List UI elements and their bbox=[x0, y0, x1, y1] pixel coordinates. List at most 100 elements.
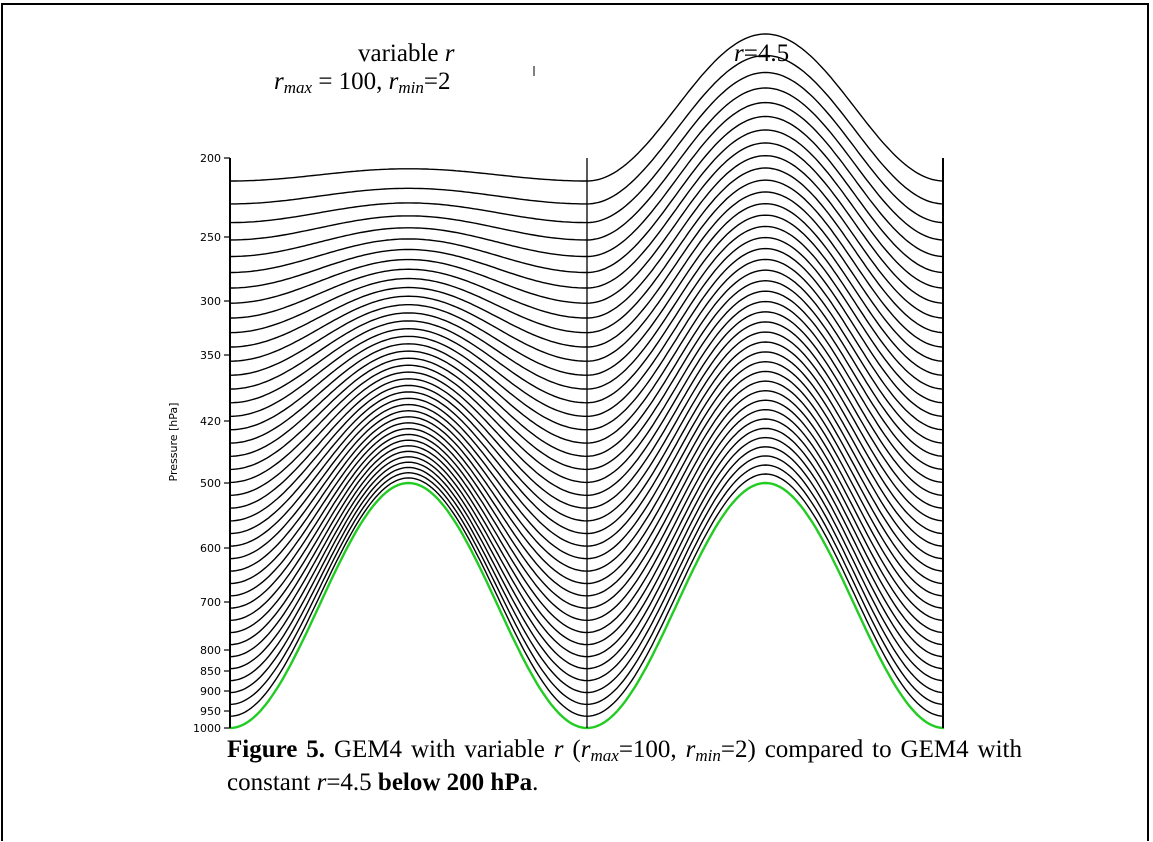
level-line-right bbox=[586, 351, 945, 560]
level-line-left bbox=[229, 364, 588, 484]
level-line-right bbox=[586, 341, 945, 547]
level-line-left bbox=[229, 461, 588, 682]
level-line-left bbox=[229, 371, 588, 496]
level-line-left bbox=[230, 327, 587, 417]
level-line-right bbox=[586, 71, 945, 224]
level-line-right bbox=[586, 236, 945, 417]
level-line-left bbox=[229, 384, 588, 522]
level-line-right bbox=[586, 370, 945, 585]
level-line-right bbox=[586, 321, 945, 522]
level-line-right bbox=[586, 101, 945, 258]
level-line-left bbox=[230, 268, 587, 319]
left-panel-title: variable r bbox=[358, 40, 455, 67]
level-line-left bbox=[229, 416, 588, 585]
level-line-left bbox=[229, 403, 588, 560]
level-line-right bbox=[586, 331, 945, 535]
y-axis-label: Pressure [hPa] bbox=[167, 403, 180, 482]
level-line-left bbox=[229, 427, 588, 609]
y-tick-label: 600 bbox=[200, 542, 221, 555]
y-tick-label: 250 bbox=[200, 231, 221, 244]
level-line-right bbox=[586, 269, 945, 457]
level-line-right bbox=[586, 258, 945, 444]
level-line-right bbox=[586, 311, 945, 509]
level-line-left bbox=[229, 422, 588, 597]
y-tick-label: 500 bbox=[200, 477, 221, 490]
level-line-right bbox=[586, 389, 945, 609]
level-line-left bbox=[229, 466, 588, 694]
level-line-left bbox=[229, 471, 588, 706]
level-line-left bbox=[229, 312, 588, 390]
y-tick-label: 900 bbox=[200, 685, 221, 698]
left-panel-subtitle: rmax = 100, rmin=2 bbox=[274, 68, 451, 97]
y-tick-label: 420 bbox=[200, 415, 221, 428]
level-line-left bbox=[230, 202, 587, 224]
y-tick-label: 1000 bbox=[193, 722, 221, 735]
level-line-right bbox=[586, 214, 945, 390]
level-line-right bbox=[586, 473, 945, 717]
level-line-right bbox=[586, 455, 945, 694]
level-line-right bbox=[586, 33, 945, 182]
y-tick-label: 200 bbox=[200, 152, 221, 165]
level-line-right bbox=[586, 154, 945, 319]
level-line-right bbox=[586, 87, 945, 241]
level-line-right bbox=[586, 300, 945, 496]
level-line-right bbox=[586, 360, 945, 572]
level-line-left bbox=[229, 433, 588, 621]
level-line-right bbox=[586, 115, 945, 274]
level-line-right bbox=[586, 191, 945, 362]
level-line-left bbox=[230, 248, 587, 289]
level-line-right bbox=[586, 129, 945, 289]
figure-frame bbox=[1, 3, 1149, 841]
axes bbox=[229, 158, 944, 728]
level-line-right bbox=[586, 418, 945, 646]
y-tick-label: 700 bbox=[200, 596, 221, 609]
level-line-left bbox=[230, 295, 587, 362]
level-line-right bbox=[586, 142, 945, 304]
level-line-right bbox=[586, 167, 945, 334]
level-line-left bbox=[230, 187, 587, 205]
level-line-left bbox=[230, 238, 587, 274]
level-line-right bbox=[586, 464, 945, 706]
surface-line-left bbox=[229, 481, 588, 730]
level-line-left bbox=[229, 215, 588, 241]
level-line-left bbox=[229, 439, 588, 634]
level-line-right bbox=[586, 54, 945, 205]
level-line-right bbox=[586, 380, 945, 597]
level-line-left bbox=[229, 477, 588, 717]
level-line-right bbox=[586, 427, 945, 658]
y-tick-label: 800 bbox=[200, 644, 221, 657]
level-line-left bbox=[229, 320, 588, 404]
level-lines bbox=[229, 33, 945, 730]
level-line-left bbox=[229, 357, 588, 471]
level-line-right bbox=[586, 436, 945, 670]
level-line-right bbox=[586, 179, 945, 348]
y-tick-label: 300 bbox=[200, 295, 221, 308]
level-line-left bbox=[229, 409, 588, 572]
level-line-right bbox=[586, 408, 945, 634]
level-line-right bbox=[586, 225, 945, 404]
level-line-right bbox=[586, 446, 945, 682]
y-tick-label: 950 bbox=[200, 705, 221, 718]
level-line-left bbox=[229, 456, 588, 670]
level-line-left bbox=[230, 227, 587, 258]
surface-line-right bbox=[586, 481, 945, 730]
level-line-right bbox=[586, 290, 945, 484]
level-line-left bbox=[229, 343, 588, 444]
level-line-left bbox=[229, 277, 588, 334]
level-line-left bbox=[229, 378, 588, 509]
right-panel-title: r=4.5 bbox=[734, 40, 790, 67]
level-line-right bbox=[586, 247, 945, 431]
level-line-left bbox=[230, 258, 587, 304]
y-tick-label: 350 bbox=[200, 349, 221, 362]
level-line-left bbox=[230, 286, 587, 348]
level-line-right bbox=[586, 279, 945, 471]
level-line-left bbox=[230, 335, 587, 431]
level-line-left bbox=[230, 304, 587, 376]
level-line-left bbox=[229, 391, 588, 535]
level-line-left bbox=[229, 450, 588, 658]
level-line-left bbox=[229, 397, 588, 547]
level-line-right bbox=[586, 202, 945, 376]
level-line-left bbox=[229, 350, 588, 457]
figure-caption: Figure 5. GEM4 with variable r (rmax=100… bbox=[227, 736, 1022, 796]
